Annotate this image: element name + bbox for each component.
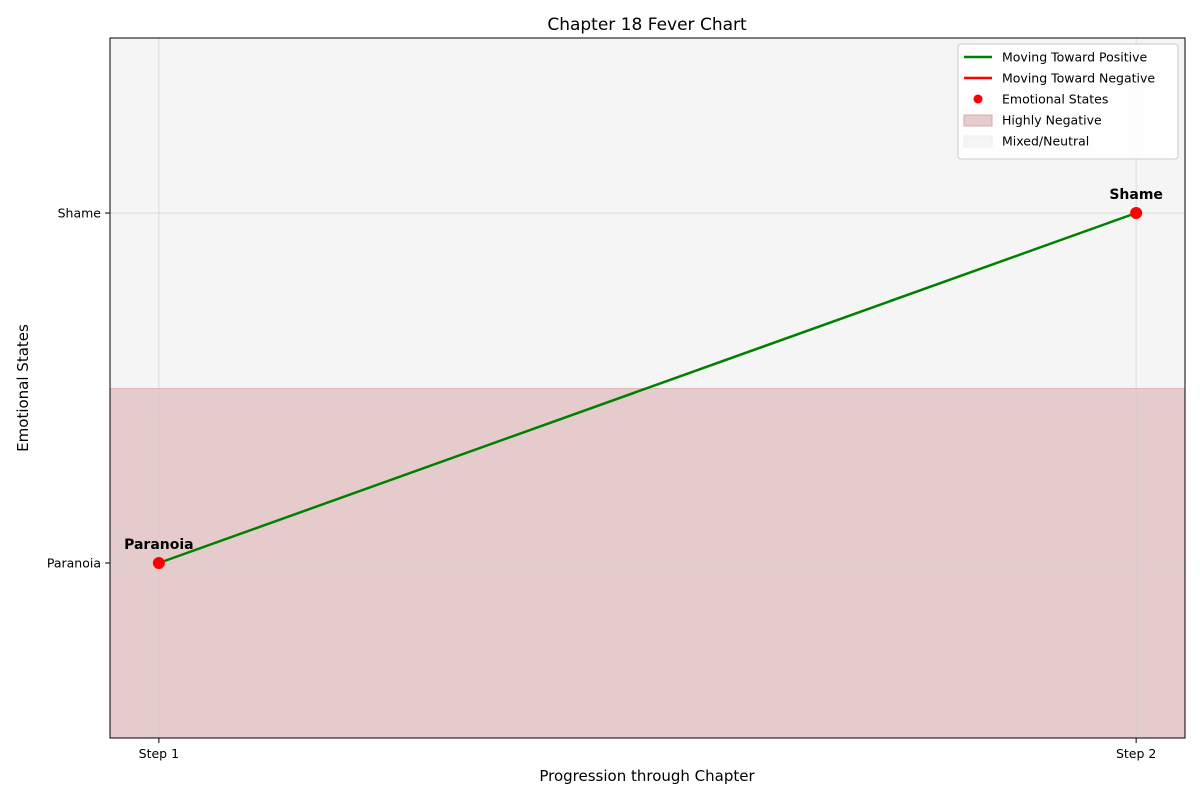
series-lines — [158, 211, 1137, 565]
legend: Moving Toward Positive Moving Toward Nega… — [957, 43, 1179, 160]
legend-swatch-mixed-neutral — [963, 135, 993, 148]
x-axis-label: Progression through Chapter — [539, 767, 755, 785]
y-tick-label: Paranoia — [47, 556, 101, 571]
legend-box — [957, 43, 1179, 160]
x-ticks: Step 1 Step 2 — [139, 738, 1156, 761]
grid-lines — [110, 38, 1185, 738]
plot-frame — [109, 37, 1186, 739]
point-marker — [152, 557, 165, 569]
legend-swatch-highly-negative — [963, 114, 993, 127]
legend-swatch-emotional-states — [973, 94, 983, 104]
point-label: Paranoia — [124, 537, 194, 553]
x-tick-label: Step 1 — [139, 746, 179, 761]
segment-positive — [158, 211, 1137, 565]
legend-label-moving-toward-negative: Moving Toward Negative — [1002, 71, 1155, 86]
legend-label-mixed-neutral: Mixed/Neutral — [1002, 134, 1089, 149]
y-axis-label: Emotional States — [14, 324, 32, 452]
legend-label-emotional-states: Emotional States — [1002, 92, 1108, 107]
chart-title: Chapter 18 Fever Chart — [547, 15, 747, 35]
legend-label-highly-negative: Highly Negative — [1002, 113, 1102, 128]
point-label: Shame — [1109, 187, 1163, 203]
series-markers — [152, 207, 1143, 569]
y-ticks: Paranoia Shame — [47, 206, 110, 571]
y-tick-label: Shame — [58, 206, 102, 221]
legend-label-moving-toward-positive: Moving Toward Positive — [1002, 50, 1148, 65]
point-labels: Paranoia Shame — [124, 187, 1163, 553]
point-marker — [1130, 207, 1143, 219]
x-tick-label: Step 2 — [1116, 746, 1156, 761]
